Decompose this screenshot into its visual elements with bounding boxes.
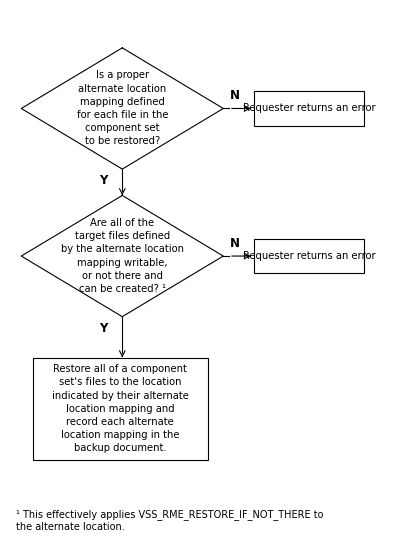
Text: Requester returns an error: Requester returns an error (243, 103, 375, 114)
Text: Y: Y (99, 175, 107, 187)
Text: ¹ This effectively applies VSS_RME_RESTORE_IF_NOT_THERE to
the alternate locatio: ¹ This effectively applies VSS_RME_RESTO… (15, 509, 323, 531)
Bar (254, 239, 364, 273)
Bar (254, 91, 364, 126)
Text: Restore all of a component
set's files to the location
indicated by their altern: Restore all of a component set's files t… (52, 365, 189, 453)
Text: Requester returns an error: Requester returns an error (243, 251, 375, 261)
Text: Y: Y (99, 322, 107, 335)
Text: N: N (230, 237, 240, 250)
Text: Is a proper
alternate location
mapping defined
for each file in the
component se: Is a proper alternate location mapping d… (77, 70, 168, 147)
Bar (33, 357, 208, 460)
Text: Are all of the
target files defined
by the alternate location
mapping writable,
: Are all of the target files defined by t… (61, 218, 184, 294)
Text: N: N (230, 89, 240, 102)
